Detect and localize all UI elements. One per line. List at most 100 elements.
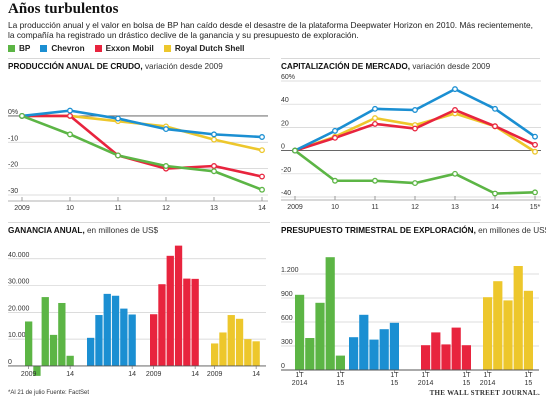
bar-chevron (120, 308, 128, 366)
x-tick-label: 11 (371, 204, 378, 211)
divider-mid-right (281, 222, 540, 223)
panel-title-marketcap: CAPITALIZACIÓN DE MERCADO, variación des… (281, 62, 490, 71)
panel-title-production-sub: variación desde 2009 (144, 62, 223, 71)
data-point-bp (19, 112, 25, 119)
panel-title-profit-main: GANANCIA ANUAL, (8, 226, 85, 235)
bar-exxon-mobil (150, 314, 158, 366)
x-tick-label: 2009 (287, 204, 303, 211)
data-point-royal-dutch-shell (372, 115, 378, 122)
data-point-bp (532, 189, 538, 196)
bar-chevron (369, 339, 379, 370)
data-point-bp (452, 170, 458, 177)
data-point-chevron (412, 107, 418, 113)
data-point-bp (492, 190, 498, 197)
bar-bp (315, 302, 325, 370)
bar-royal-dutch-shell (523, 290, 533, 370)
data-point-chevron (532, 133, 538, 140)
data-point-bp (259, 186, 265, 193)
y-tick-label: -20 (8, 162, 18, 169)
x-tick-label: 14 (66, 371, 74, 378)
y-tick-label: 0 (281, 144, 285, 151)
bar-bp (305, 338, 315, 370)
x-tick-label: 2014 (418, 380, 434, 387)
x-tick-label: 10 (331, 204, 339, 211)
bar-chevron (389, 322, 399, 370)
bar-chevron (103, 293, 111, 366)
x-tick-label: 13 (210, 205, 218, 212)
legend: BP Chevron Exxon Mobil Royal Dutch Shell (8, 44, 244, 53)
data-point-chevron (452, 86, 458, 93)
x-tick-label: 2009 (207, 371, 223, 378)
data-point-exxon-mobil (532, 141, 538, 148)
panel-title-marketcap-main: CAPITALIZACIÓN DE MERCADO, (281, 62, 411, 71)
x-tick-label: 10 (66, 205, 74, 212)
bar-royal-dutch-shell (244, 339, 252, 366)
data-point-royal-dutch-shell (211, 136, 217, 143)
y-tick-label: 40 (281, 97, 289, 104)
legend-item-shell: Royal Dutch Shell (163, 44, 245, 53)
divider-mid-left (8, 222, 270, 223)
y-tick-label: 1.200 (281, 267, 299, 274)
panel-title-production: PRODUCCIÓN ANUAL DE CRUDO, variación des… (8, 62, 223, 71)
y-tick-label: 20 (281, 120, 289, 127)
data-point-exxon-mobil (332, 134, 338, 141)
divider-top-left (8, 58, 270, 59)
data-point-bp (292, 147, 298, 154)
x-tick-label: 2009 (21, 371, 37, 378)
bar-bp (49, 334, 58, 366)
data-point-chevron (67, 107, 73, 114)
y-tick-label: 0 (281, 363, 285, 370)
bar-royal-dutch-shell (503, 300, 513, 370)
legend-label-chevron: Chevron (51, 44, 85, 53)
panel-title-exploration: PRESUPUESTO TRIMESTRAL DE EXPLORACIÓN, e… (281, 226, 546, 235)
data-point-exxon-mobil (67, 112, 73, 119)
legend-swatch-bp (8, 45, 15, 52)
bar-royal-dutch-shell (252, 341, 260, 366)
data-point-bp (211, 168, 217, 175)
bar-exxon-mobil (166, 255, 174, 366)
y-tick-label: 0 (8, 359, 12, 366)
y-tick-label: -30 (8, 188, 18, 195)
bar-chevron (128, 314, 136, 366)
x-tick-label: 14 (258, 205, 266, 212)
bar-chevron (111, 295, 120, 366)
bar-bp (41, 297, 49, 366)
marketcap-line-chart: 60% 40 20 0 -20 -40 2009 10 11 12 13 14 15* (281, 74, 541, 211)
bar-chevron (87, 337, 95, 366)
bar-chevron (349, 337, 359, 370)
panel-title-profit: GANANCIA ANUAL, en millones de US$ (8, 226, 158, 235)
bar-royal-dutch-shell (493, 281, 503, 370)
data-point-bp (372, 177, 378, 184)
data-point-chevron (163, 126, 169, 133)
legend-item-exxon: Exxon Mobil (94, 44, 154, 53)
series-line-bp (21, 114, 263, 191)
data-point-exxon-mobil (372, 120, 378, 127)
y-tick-label: 30.000 (8, 279, 30, 286)
data-point-exxon-mobil (259, 173, 265, 180)
data-point-bp (67, 131, 73, 138)
panel-title-exploration-sub: en millones de US$ (478, 226, 546, 235)
panel-title-marketcap-sub: variación desde 2009 (412, 62, 491, 71)
exploration-bar-chart: 1.20090060030001T20141T151T151T20141T151… (281, 257, 539, 387)
data-point-exxon-mobil (492, 123, 498, 130)
x-tick-label: 15 (525, 380, 533, 387)
x-tick-label: 11 (114, 205, 121, 212)
x-tick-label: 15 (391, 380, 399, 387)
panel-title-production-main: PRODUCCIÓN ANUAL DE CRUDO, (8, 62, 143, 71)
legend-label-shell: Royal Dutch Shell (174, 44, 245, 53)
data-point-bp (412, 180, 418, 187)
bar-exxon-mobil (174, 245, 183, 366)
data-point-exxon-mobil (211, 163, 217, 169)
bar-exxon-mobil (191, 278, 199, 366)
x-tick-label: 2014 (292, 380, 308, 387)
page-title: Años turbulentos (8, 1, 119, 17)
bar-royal-dutch-shell (513, 266, 523, 370)
x-tick-label: 14 (128, 371, 136, 378)
x-tick-label: 2009 (14, 205, 30, 212)
y-tick-label: -10 (8, 135, 18, 142)
data-point-chevron (115, 115, 121, 122)
x-tick-label: 1T (336, 372, 345, 379)
bar-exxon-mobil (421, 345, 431, 370)
bar-chevron (379, 329, 389, 370)
bar-bp (335, 355, 345, 370)
